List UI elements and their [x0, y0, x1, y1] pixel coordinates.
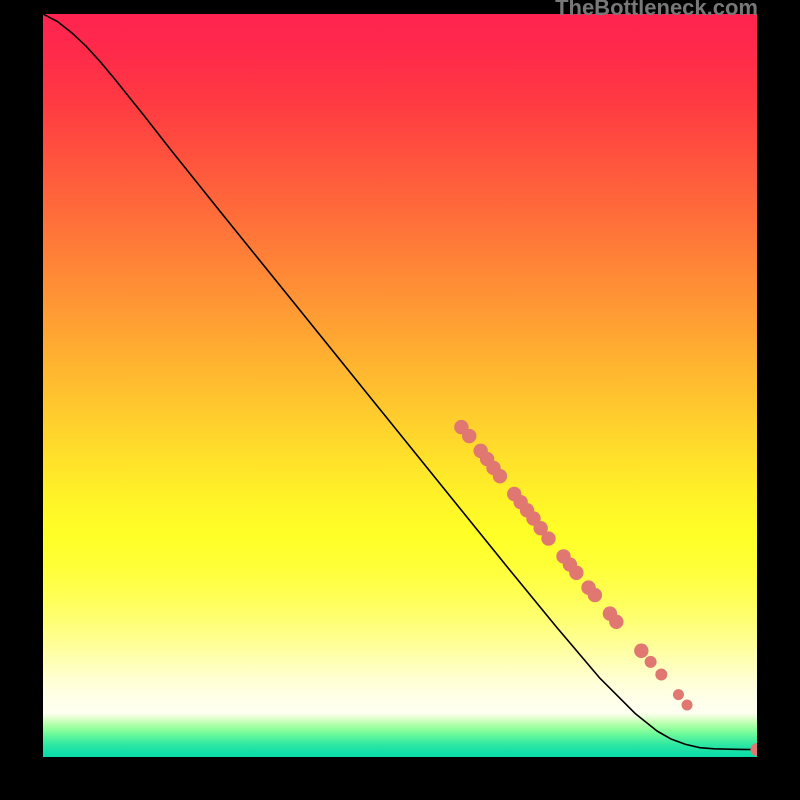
data-marker [609, 615, 623, 629]
data-marker [682, 699, 693, 710]
data-marker [462, 429, 476, 443]
gradient-background [43, 14, 757, 757]
data-marker [673, 689, 684, 700]
data-marker [588, 588, 602, 602]
data-marker [541, 531, 555, 545]
plot-area [43, 14, 757, 757]
data-marker [493, 469, 507, 483]
data-marker [645, 656, 657, 668]
data-marker [634, 644, 648, 658]
data-marker [569, 566, 583, 580]
plot-svg [43, 14, 757, 757]
data-marker [655, 669, 667, 681]
stage: TheBottleneck.com [0, 0, 800, 800]
watermark-text: TheBottleneck.com [555, 0, 758, 21]
